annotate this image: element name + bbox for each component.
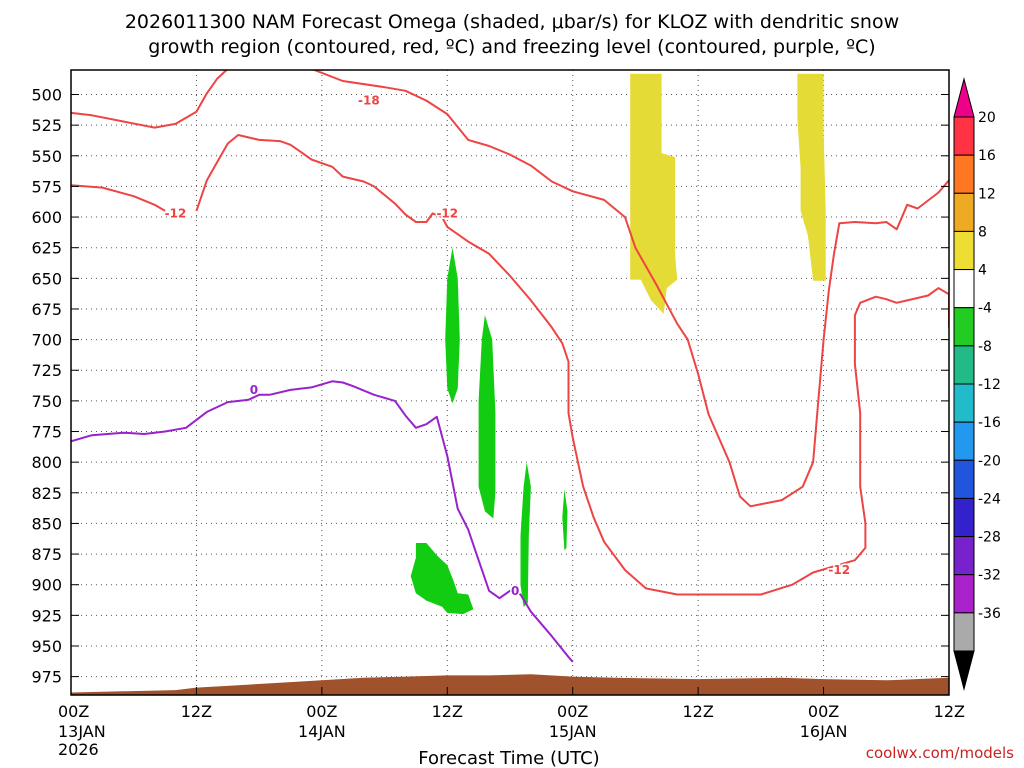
y-tick-label: 725: [31, 361, 62, 380]
colorbar-label: -32: [978, 568, 1001, 584]
y-tick-label: 800: [31, 453, 62, 472]
colorbar-band: [953, 269, 975, 309]
x-axis-title: Forecast Time (UTC): [418, 748, 599, 768]
x-tick-label: 00Z: [58, 702, 89, 721]
x-tick-label: 00Z: [306, 702, 337, 721]
y-tick-label: 850: [31, 514, 62, 533]
x-tick-year-label: 2026: [58, 740, 99, 759]
omega-positive-area: [797, 73, 826, 281]
contour-label: 0: [511, 584, 519, 598]
y-tick-label: 750: [31, 392, 62, 411]
colorbar-band: [953, 421, 975, 461]
colorbar-band: [953, 154, 975, 194]
colorbar-label: 20: [978, 110, 996, 126]
x-tick-label: 00Z: [557, 702, 588, 721]
colorbar-label: 4: [978, 263, 987, 279]
colorbar-band: [953, 536, 975, 576]
freezing-level-contour: [71, 380, 574, 663]
colorbar-label: 16: [978, 148, 996, 164]
contour-label: 0: [250, 383, 258, 397]
colorbar-label: 8: [978, 224, 987, 240]
colorbar-band: [953, 612, 975, 652]
colorbar-label: -8: [978, 339, 992, 355]
x-tick-label: 12Z: [934, 702, 965, 721]
omega-shading: [410, 73, 826, 615]
y-tick-label: 925: [31, 606, 62, 625]
omega-negative-area: [478, 315, 496, 519]
y-tick-label: 525: [31, 116, 62, 135]
x-tick-sublabel: 14JAN: [298, 722, 346, 741]
omega-positive-area: [630, 73, 678, 314]
colorbar-band: [953, 192, 975, 232]
y-tick-label: 775: [31, 423, 62, 442]
colorbar-band: [953, 459, 975, 499]
x-tick-sublabel: 15JAN: [549, 722, 597, 741]
x-tick-label: 12Z: [682, 702, 713, 721]
x-tick-label: 12Z: [432, 702, 463, 721]
colorbar-top-arrow: [953, 77, 975, 118]
y-tick-label: 675: [31, 300, 62, 319]
colorbar-band: [953, 345, 975, 385]
colorbar-label: -24: [978, 491, 1001, 507]
colorbar-label: -36: [978, 606, 1001, 622]
y-tick-label: 650: [31, 269, 62, 288]
omega-negative-area: [562, 489, 568, 551]
y-tick-label: 600: [31, 208, 62, 227]
colorbar-band: [953, 230, 975, 271]
x-tick-label: 00Z: [808, 702, 839, 721]
colorbar-label: -28: [978, 530, 1001, 546]
colorbar-label: -4: [978, 301, 992, 317]
contour-label: -12: [828, 563, 850, 577]
y-tick-label: 575: [31, 177, 62, 196]
x-tick-sublabel: 16JAN: [800, 722, 848, 741]
omega-negative-area: [410, 543, 474, 615]
y-tick-label: 500: [31, 86, 62, 105]
contour-label: -18: [358, 94, 380, 108]
y-tick-label: 700: [31, 331, 62, 350]
chart-title-line1: 2026011300 NAM Forecast Omega (shaded, μ…: [125, 11, 899, 33]
y-tick-label: 825: [31, 484, 62, 503]
omega-negative-area: [520, 462, 531, 607]
terrain-area: [71, 674, 949, 695]
contour-labels: -18 -12 -12 -12 0 0: [163, 92, 851, 599]
colorbar-band: [953, 497, 975, 538]
plot-frame: [70, 69, 950, 696]
terrain-fill: [71, 674, 949, 695]
colorbar-label: -20: [978, 453, 1001, 469]
y-tick-label: 900: [31, 576, 62, 595]
contour-label: -12: [436, 206, 458, 220]
y-tick-label: 950: [31, 637, 62, 656]
colorbar-label: -16: [978, 415, 1001, 431]
y-tick-label: 875: [31, 545, 62, 564]
x-tick-label: 12Z: [181, 702, 212, 721]
dendritic-contour-minus12-left: [71, 184, 166, 212]
colorbar-bottom-arrow: [953, 650, 975, 691]
plot-area: -18 -12 -12 -12 0 0: [71, 70, 949, 695]
y-axis: 500 525 550 575 600 625 650 675 700 725 750 775 800 8…: [31, 86, 949, 687]
contour-label: -12: [165, 206, 187, 220]
colorbar: 20 16 12 8 4 -4 -8 -12 -16 -20 -24 -28 -32 -36: [953, 77, 1001, 691]
y-tick-label: 550: [31, 147, 62, 166]
colorbar-label: -12: [978, 377, 1001, 393]
credit-text: coolwx.com/models: [866, 744, 1014, 762]
chart-title-line2: growth region (contoured, red, ºC) and f…: [148, 36, 875, 58]
x-tick-sublabel: 13JAN: [58, 722, 106, 741]
colorbar-band: [953, 383, 975, 423]
y-tick-label: 625: [31, 239, 62, 258]
colorbar-band: [953, 307, 975, 347]
colorbar-band: [953, 574, 975, 614]
omega-negative-area: [445, 247, 460, 404]
dendritic-contour-minus12: [195, 134, 949, 596]
colorbar-band: [953, 116, 975, 156]
freezing-level-line: [71, 380, 574, 663]
y-tick-label: 975: [31, 668, 62, 687]
colorbar-label: 12: [978, 186, 996, 202]
